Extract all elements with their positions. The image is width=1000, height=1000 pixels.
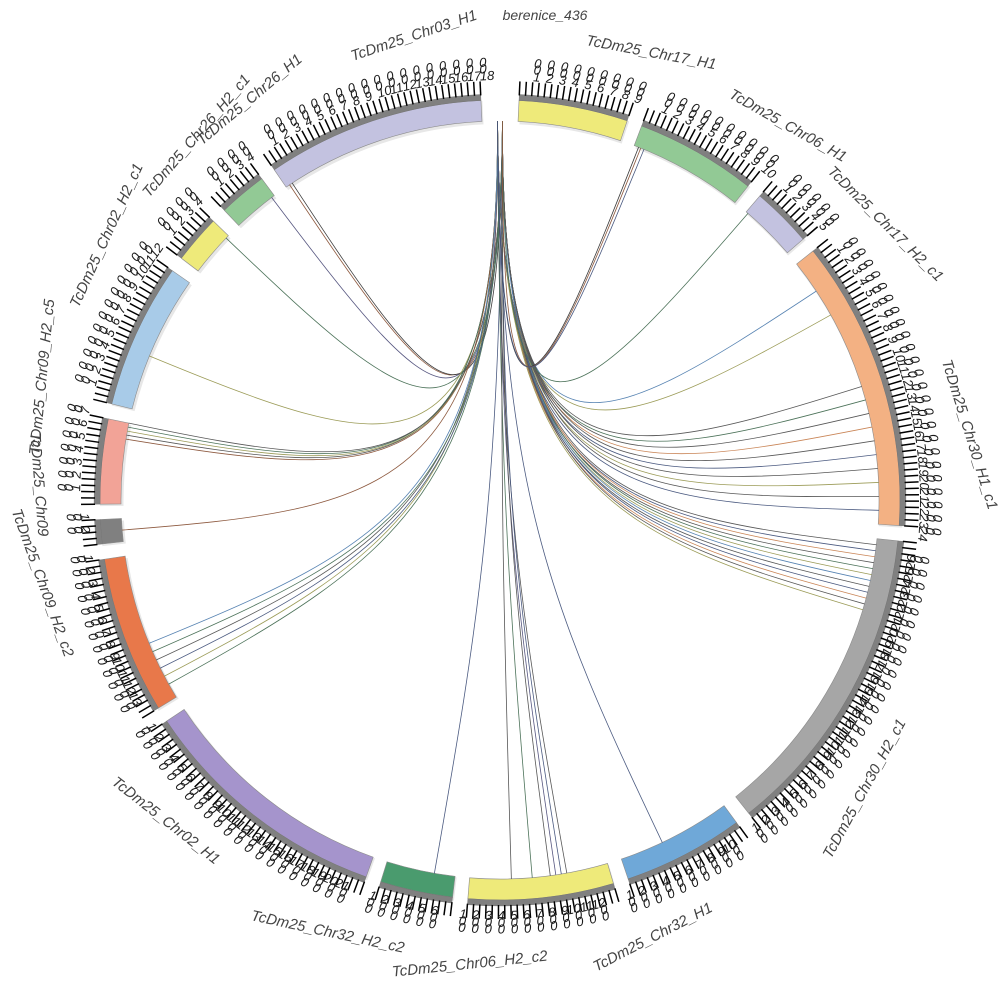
- svg-text:0: 0: [930, 514, 945, 522]
- svg-text:0: 0: [498, 921, 506, 936]
- svg-text:0: 0: [55, 483, 70, 491]
- svg-text:0: 0: [484, 921, 492, 936]
- svg-text:berenice_436: berenice_436: [503, 7, 588, 23]
- svg-text:0: 0: [930, 501, 945, 509]
- svg-text:0: 0: [930, 488, 945, 496]
